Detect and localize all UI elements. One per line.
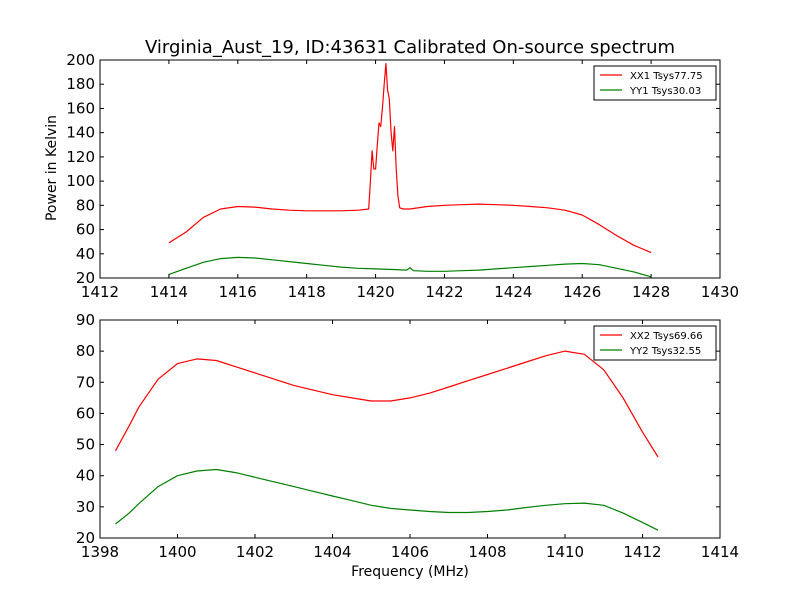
bottom-y-tick-label: 50 bbox=[76, 436, 95, 454]
top-x-tick-label: 1428 bbox=[632, 283, 670, 301]
bottom-x-tick-label: 1404 bbox=[313, 543, 351, 561]
bottom-legend bbox=[593, 325, 717, 361]
bottom-x-tick-label: 1414 bbox=[701, 543, 739, 561]
bottom-x-tick-label: 1408 bbox=[468, 543, 506, 561]
top-y-tick-label: 160 bbox=[66, 99, 95, 117]
bottom-y-tick-label: 20 bbox=[76, 529, 95, 547]
bottom-legend-label-1: XX2 Tsys69.66 bbox=[630, 331, 703, 342]
bottom-x-tick-label: 1402 bbox=[236, 543, 274, 561]
x-axis-label: Frequency (MHz) bbox=[351, 564, 469, 580]
top-x-tick-label: 1426 bbox=[563, 283, 601, 301]
top-legend-label-2: YY1 Tsys30.03 bbox=[629, 86, 701, 97]
top-legend bbox=[593, 65, 717, 101]
bottom-x-tick-label: 1398 bbox=[81, 543, 119, 561]
top-x-tick-label: 1420 bbox=[356, 283, 394, 301]
top-x-tick-label: 1414 bbox=[150, 283, 188, 301]
top-y-tick-label: 120 bbox=[66, 148, 95, 166]
bottom-y-tick-label: 90 bbox=[76, 311, 95, 329]
top-y-tick-label: 40 bbox=[76, 245, 95, 263]
top-x-tick-label: 1412 bbox=[81, 283, 119, 301]
y-axis-label: Power in Kelvin bbox=[44, 115, 60, 221]
top-x-tick-label: 1430 bbox=[701, 283, 739, 301]
bottom-x-tick-label: 1406 bbox=[391, 543, 429, 561]
top-series-line-1 bbox=[168, 62, 652, 254]
top-x-tick-label: 1416 bbox=[219, 283, 257, 301]
bottom-y-tick-label: 40 bbox=[76, 467, 95, 485]
bottom-y-tick-label: 30 bbox=[76, 498, 95, 516]
top-axes-frame bbox=[99, 59, 721, 279]
bottom-series-line-1 bbox=[114, 350, 659, 458]
top-x-tick-label: 1424 bbox=[494, 283, 532, 301]
top-series-line-2 bbox=[168, 256, 652, 278]
bottom-series-line-2 bbox=[115, 468, 659, 531]
top-y-tick-label: 80 bbox=[76, 196, 95, 214]
bottom-x-tick-label: 1412 bbox=[623, 543, 661, 561]
top-legend-label-1: XX1 Tsys77.75 bbox=[630, 71, 703, 82]
top-x-tick-label: 1422 bbox=[425, 283, 463, 301]
top-y-tick-label: 60 bbox=[76, 221, 95, 239]
bottom-y-tick-label: 80 bbox=[76, 342, 95, 360]
top-plot-panel: 1412 1414 1416 1418 1420 1422 1424 1426 1428 1430… bbox=[66, 51, 739, 301]
top-y-tick-label: 20 bbox=[76, 269, 95, 287]
bottom-plot-panel: 1398 1400 1402 1404 1406 1408 1410 1412 1414 20 30… bbox=[76, 311, 739, 561]
chart-title: Virginia_Aust_19, ID:43631 Calibrated On… bbox=[145, 37, 675, 58]
top-y-tick-label: 140 bbox=[66, 124, 95, 142]
bottom-legend-label-2: YY2 Tsys32.55 bbox=[629, 346, 701, 357]
top-x-tick-label: 1418 bbox=[288, 283, 326, 301]
bottom-x-tick-label: 1410 bbox=[546, 543, 584, 561]
bottom-y-tick-label: 70 bbox=[76, 373, 95, 391]
top-y-tick-label: 200 bbox=[66, 51, 95, 69]
bottom-x-tick-label: 1400 bbox=[158, 543, 196, 561]
top-y-tick-label: 100 bbox=[66, 172, 95, 190]
top-y-tick-label: 180 bbox=[66, 75, 95, 93]
bottom-y-tick-label: 60 bbox=[76, 404, 95, 422]
